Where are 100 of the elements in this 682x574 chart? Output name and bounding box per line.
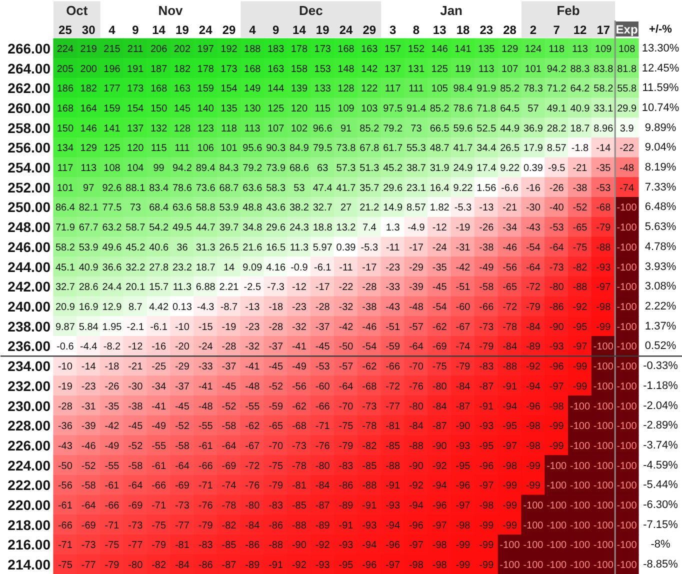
data-label: -82 bbox=[572, 262, 588, 274]
data-label: -74 bbox=[222, 480, 237, 492]
data-label: -94 bbox=[526, 381, 541, 392]
x-tick-label: 29 bbox=[362, 23, 376, 37]
data-label: 140 bbox=[197, 103, 214, 114]
data-label: -22 bbox=[620, 143, 634, 154]
data-label: 45.1 bbox=[55, 262, 76, 274]
x-tick-label: 2 bbox=[530, 23, 537, 37]
data-label: -64 bbox=[174, 460, 190, 472]
data-label: 57 bbox=[528, 103, 540, 114]
data-label: -98 bbox=[432, 560, 448, 572]
data-label: 173 bbox=[314, 44, 332, 55]
data-label: 117 bbox=[384, 84, 402, 95]
data-label: 23.1 bbox=[406, 182, 426, 194]
data-label: -82 bbox=[362, 440, 378, 452]
data-label: -45 bbox=[432, 282, 448, 294]
data-label: 45.2 bbox=[383, 163, 403, 174]
data-label: -100 bbox=[546, 460, 568, 472]
data-label: -100 bbox=[616, 342, 638, 353]
data-label: -92 bbox=[292, 560, 307, 572]
data-label: 82.1 bbox=[78, 202, 99, 214]
x-tick-label: 19 bbox=[316, 23, 330, 37]
data-label: -87 bbox=[479, 381, 494, 392]
data-label: 54.2 bbox=[149, 222, 169, 234]
data-label: -17 bbox=[362, 262, 378, 274]
data-label: -26 bbox=[104, 381, 120, 392]
data-label: -48 bbox=[408, 302, 424, 313]
data-label: 4.42 bbox=[149, 302, 169, 313]
y2-tick-label: -1.18% bbox=[643, 380, 678, 392]
data-label: -30 bbox=[526, 202, 541, 214]
data-label: 28.2 bbox=[546, 123, 567, 134]
data-label: -54 bbox=[362, 342, 378, 353]
data-label: -100 bbox=[570, 440, 590, 452]
data-label: -38 bbox=[479, 242, 494, 254]
data-label: 205 bbox=[56, 64, 74, 75]
y2-tick-label: 9.04% bbox=[644, 142, 676, 154]
data-label: -72 bbox=[386, 381, 400, 392]
data-label: 132 bbox=[150, 123, 168, 134]
data-label: -76 bbox=[408, 381, 424, 392]
data-label: -80 bbox=[408, 401, 424, 412]
data-label: 29.9 bbox=[617, 103, 637, 114]
y-tick-label: 262.00 bbox=[8, 80, 51, 96]
data-label: -43 bbox=[58, 440, 73, 452]
data-label: -54 bbox=[526, 242, 541, 254]
data-label: 58.2 bbox=[55, 242, 76, 254]
data-label: 1.56 bbox=[476, 182, 497, 194]
data-label: -97 bbox=[432, 520, 448, 532]
data-label: -79 bbox=[526, 302, 541, 313]
x-tick-label: Exp bbox=[616, 22, 638, 36]
data-label: 146 bbox=[431, 44, 448, 55]
data-label: -1.8 bbox=[571, 143, 590, 154]
data-label: 43.6 bbox=[266, 202, 286, 214]
data-label: -68 bbox=[596, 202, 612, 214]
data-label: 58.2 bbox=[594, 84, 614, 95]
data-label: 33.1 bbox=[594, 103, 614, 114]
data-label: -34 bbox=[502, 222, 518, 234]
text: Dec bbox=[298, 3, 323, 18]
data-label: 18.8 bbox=[312, 222, 333, 234]
data-label: -100 bbox=[523, 540, 544, 552]
data-label: -69 bbox=[174, 480, 190, 492]
data-label: -92 bbox=[408, 480, 424, 492]
data-label: 101 bbox=[220, 143, 238, 154]
data-label: -58 bbox=[128, 460, 144, 472]
data-label: -100 bbox=[593, 500, 614, 512]
data-label: 85.2 bbox=[430, 103, 450, 114]
data-label: -91 bbox=[338, 520, 354, 532]
y-tick-label: 216.00 bbox=[8, 536, 51, 553]
data-label: -66 bbox=[58, 520, 73, 532]
y2-tick-label: -7.15% bbox=[643, 518, 678, 531]
data-label: 35.7 bbox=[360, 182, 380, 194]
data-label: -78 bbox=[502, 322, 518, 333]
data-label: 85.2 bbox=[360, 123, 380, 134]
x-tick-label: 14 bbox=[292, 23, 306, 37]
data-label: -75 bbox=[268, 460, 284, 472]
data-label: 113 bbox=[478, 64, 495, 75]
data-label: -100 bbox=[616, 500, 638, 512]
data-label: -72 bbox=[245, 460, 260, 472]
data-label: 61.7 bbox=[383, 143, 403, 154]
data-label: 58.7 bbox=[126, 222, 146, 234]
data-label: -71 bbox=[315, 421, 330, 432]
data-label: 219 bbox=[80, 44, 98, 55]
data-label: 78.6 bbox=[172, 182, 192, 194]
data-label: 40.6 bbox=[149, 242, 169, 254]
y-tick-label: 246.00 bbox=[8, 238, 51, 255]
data-label: -4.9 bbox=[408, 222, 426, 234]
data-label: 191 bbox=[127, 64, 144, 75]
data-label: -48 bbox=[198, 401, 214, 412]
data-label: 73.6 bbox=[196, 182, 216, 194]
data-label: 149 bbox=[244, 84, 262, 95]
data-label: -88 bbox=[408, 440, 424, 452]
data-label: -99 bbox=[502, 500, 518, 512]
data-label: -100 bbox=[616, 302, 638, 313]
data-label: 125 bbox=[104, 143, 121, 154]
data-label: 130 bbox=[244, 103, 262, 114]
data-label: -91 bbox=[268, 560, 284, 572]
y-tick-label: 226.00 bbox=[8, 437, 51, 454]
data-label: 122 bbox=[361, 84, 378, 95]
data-label: 63 bbox=[317, 163, 329, 174]
data-label: 159 bbox=[197, 84, 214, 95]
x-tick-label: 25 bbox=[58, 23, 72, 37]
